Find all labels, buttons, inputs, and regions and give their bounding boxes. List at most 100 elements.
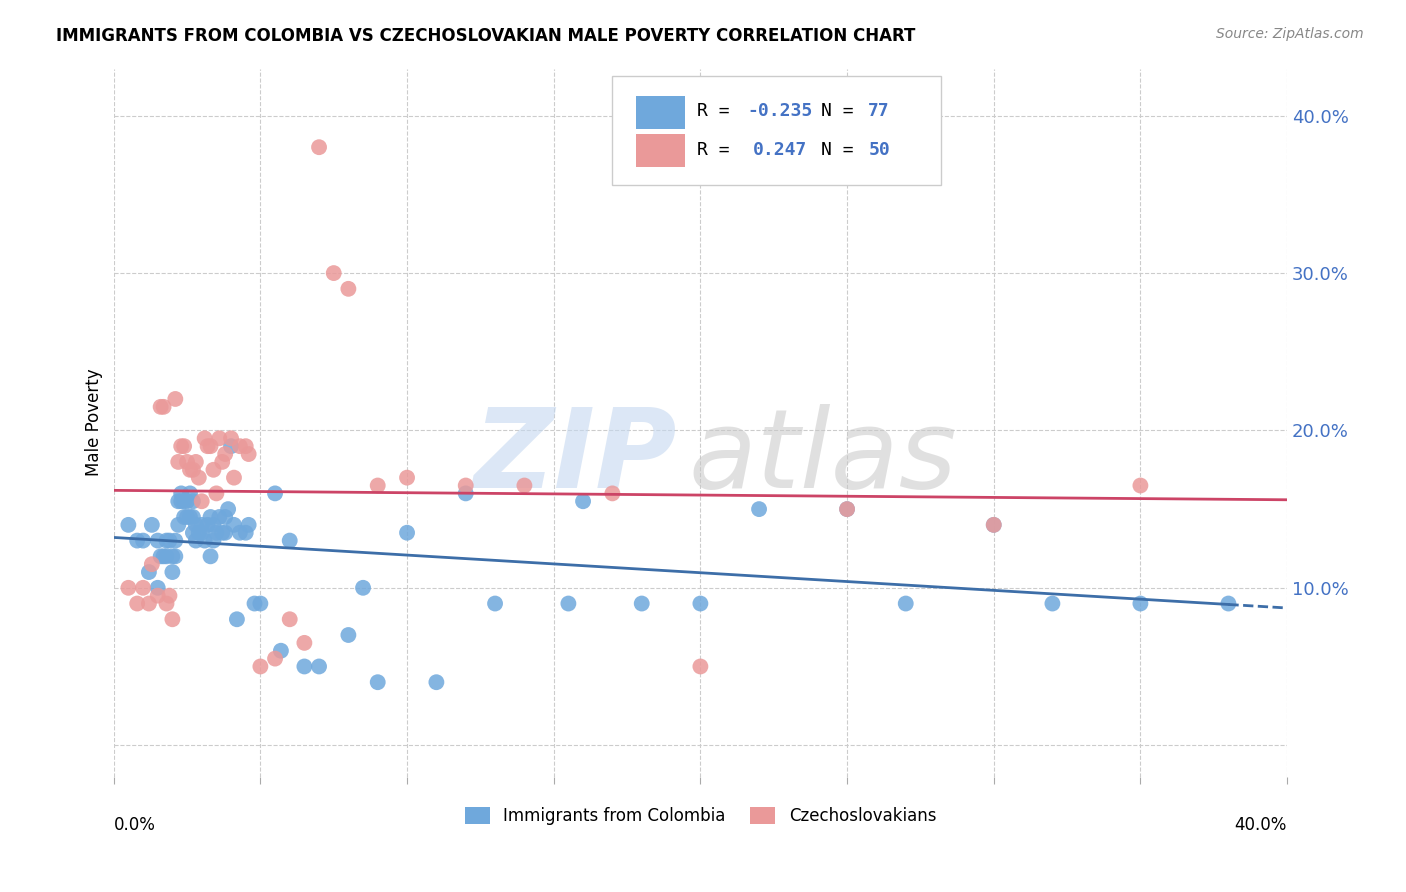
Point xyxy=(630,597,652,611)
Point xyxy=(835,502,858,516)
Point xyxy=(211,455,233,469)
Point xyxy=(513,478,536,492)
Text: N =: N = xyxy=(821,141,865,159)
Point xyxy=(141,558,163,572)
Point xyxy=(190,494,212,508)
Text: IMMIGRANTS FROM COLOMBIA VS CZECHOSLOVAKIAN MALE POVERTY CORRELATION CHART: IMMIGRANTS FROM COLOMBIA VS CZECHOSLOVAK… xyxy=(56,27,915,45)
Point xyxy=(214,447,236,461)
Point xyxy=(454,486,477,500)
Point xyxy=(187,525,209,540)
Point xyxy=(162,612,184,626)
Text: -0.235: -0.235 xyxy=(748,102,813,120)
Point xyxy=(229,525,252,540)
FancyBboxPatch shape xyxy=(636,135,685,167)
Point xyxy=(238,447,260,461)
Point xyxy=(367,675,389,690)
Point xyxy=(308,140,330,154)
Point xyxy=(190,525,212,540)
Point xyxy=(1042,597,1064,611)
Point xyxy=(396,470,419,484)
Point xyxy=(337,282,360,296)
Point xyxy=(194,431,217,445)
Point xyxy=(270,644,292,658)
Point xyxy=(173,494,195,508)
Point xyxy=(367,478,389,492)
Point xyxy=(176,455,198,469)
Point xyxy=(278,612,301,626)
Point xyxy=(179,463,201,477)
Point xyxy=(229,439,252,453)
Point xyxy=(205,525,228,540)
Point xyxy=(167,517,190,532)
Point xyxy=(222,470,245,484)
Point xyxy=(202,463,225,477)
Point xyxy=(159,533,181,548)
Point xyxy=(238,517,260,532)
Point xyxy=(264,651,287,665)
Point xyxy=(197,517,219,532)
Point xyxy=(162,565,184,579)
Point xyxy=(149,400,172,414)
Point xyxy=(176,510,198,524)
Point xyxy=(176,494,198,508)
Point xyxy=(219,439,242,453)
Point xyxy=(425,675,447,690)
Point xyxy=(243,597,266,611)
Point xyxy=(689,597,711,611)
Point xyxy=(165,533,187,548)
FancyBboxPatch shape xyxy=(636,96,685,128)
Point xyxy=(190,517,212,532)
Point xyxy=(689,659,711,673)
Point xyxy=(222,517,245,532)
Text: ZIP: ZIP xyxy=(474,404,676,511)
Point xyxy=(155,533,177,548)
Point xyxy=(200,439,222,453)
Point xyxy=(138,597,160,611)
Point xyxy=(205,486,228,500)
Point xyxy=(197,439,219,453)
Point xyxy=(152,549,174,564)
Point xyxy=(179,510,201,524)
Point xyxy=(226,612,249,626)
Text: 77: 77 xyxy=(868,102,890,120)
Point xyxy=(748,502,770,516)
Point xyxy=(165,549,187,564)
Point xyxy=(337,628,360,642)
Point xyxy=(159,589,181,603)
Point xyxy=(200,510,222,524)
Point xyxy=(894,597,917,611)
Point xyxy=(170,494,193,508)
Point xyxy=(249,659,271,673)
Point xyxy=(184,517,207,532)
Point xyxy=(208,510,231,524)
Point xyxy=(173,510,195,524)
Point xyxy=(211,525,233,540)
Point xyxy=(181,525,204,540)
Point xyxy=(181,494,204,508)
Point xyxy=(165,392,187,406)
Point xyxy=(235,525,257,540)
Point xyxy=(173,439,195,453)
Point xyxy=(308,659,330,673)
Point xyxy=(1129,597,1152,611)
Point xyxy=(141,517,163,532)
Point xyxy=(202,517,225,532)
Point xyxy=(184,455,207,469)
Point xyxy=(127,597,149,611)
Text: 0.247: 0.247 xyxy=(754,141,807,159)
Legend: Immigrants from Colombia, Czechoslovakians: Immigrants from Colombia, Czechoslovakia… xyxy=(458,800,943,832)
Point xyxy=(200,549,222,564)
Point xyxy=(132,581,155,595)
Point xyxy=(117,581,139,595)
Point xyxy=(219,431,242,445)
Point xyxy=(602,486,624,500)
Point xyxy=(983,517,1005,532)
Point xyxy=(292,636,315,650)
Point xyxy=(184,533,207,548)
Point xyxy=(484,597,506,611)
FancyBboxPatch shape xyxy=(613,76,941,186)
Point xyxy=(179,486,201,500)
Point xyxy=(117,517,139,532)
Point xyxy=(167,494,190,508)
Point xyxy=(396,525,419,540)
